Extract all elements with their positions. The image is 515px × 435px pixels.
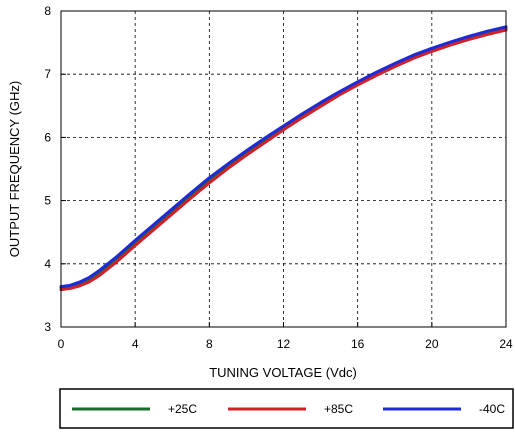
x-tick-label: 16 [351,337,365,351]
axis-ticks [60,10,507,328]
series-lines [59,25,508,292]
x-tick-label: 20 [425,337,439,351]
grid-lines [61,11,506,327]
x-tick-label: 8 [206,337,213,351]
x-tick-label: 24 [499,337,513,351]
series-line-85c [59,28,508,292]
y-tick-label: 4 [44,257,51,271]
legend-label: +85C [324,402,353,416]
legend: +25C +85C -40C [72,402,505,416]
series-line-40c [59,25,508,289]
y-tick-label: 5 [44,194,51,208]
x-axis-tick-labels: 0 4 8 12 16 20 24 [58,337,513,351]
y-axis-tick-labels: 3 4 5 6 7 8 [44,4,51,334]
y-tick-label: 7 [44,67,51,81]
x-tick-label: 12 [277,337,291,351]
x-tick-label: 0 [58,337,65,351]
x-axis-label: TUNING VOLTAGE (Vdc) [209,365,357,380]
legend-label: -40C [479,402,505,416]
x-tick-label: 4 [132,337,139,351]
legend-label: +25C [168,402,197,416]
y-axis-label: OUTPUT FREQUENCY (GHz) [7,81,22,257]
y-tick-label: 3 [44,320,51,334]
y-tick-label: 6 [44,130,51,144]
y-tick-label: 8 [44,4,51,18]
